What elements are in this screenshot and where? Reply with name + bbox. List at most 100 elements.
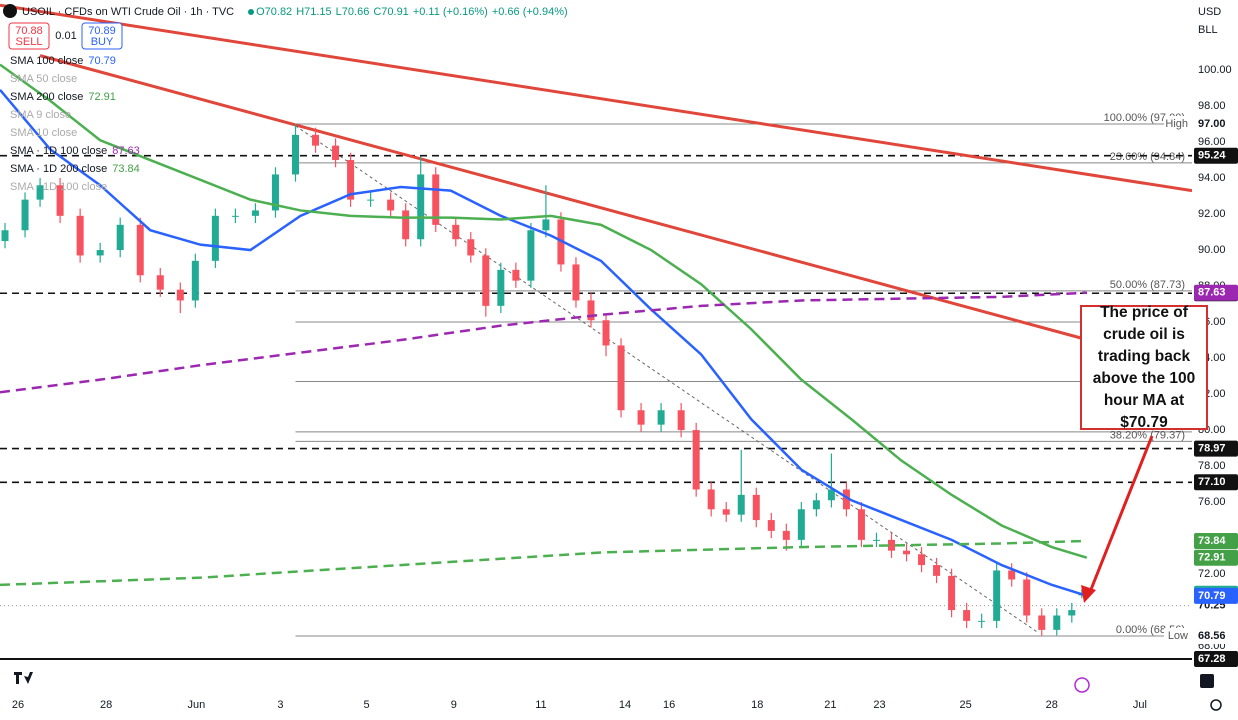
candle-body [978, 620, 986, 622]
candle-body [542, 219, 550, 231]
candle-body [842, 489, 850, 510]
legend-entry[interactable]: SMA 200 close 72.91 [10, 91, 116, 103]
legend-entry[interactable]: SMA · 1D 100 close [10, 181, 107, 193]
price-tag-label: 78.97 [1198, 443, 1226, 455]
legend-entry[interactable]: SMA · 1D 100 close 87.63 [10, 145, 140, 157]
candle-body [1023, 579, 1031, 616]
candle-body [1, 230, 9, 242]
market-dot [248, 9, 254, 15]
legend-name: SMA · 1D 200 close [10, 163, 107, 175]
candle-body [191, 260, 199, 301]
x-tick-label: 21 [824, 699, 836, 711]
candle-body [707, 489, 715, 510]
candle-body [637, 410, 645, 425]
candle-body [417, 174, 425, 240]
y-tick-label: 72.00 [1198, 568, 1226, 580]
price-tag-label: 68.56 [1198, 630, 1226, 642]
legend-entry[interactable]: SMA 9 close [10, 109, 71, 121]
trendline [0, 3, 1192, 193]
legend-name: SMA 50 close [10, 73, 77, 85]
sell-button[interactable] [8, 22, 50, 50]
candle-body [692, 430, 700, 490]
legend-name: SMA · 1D 100 close [10, 145, 107, 157]
candle-body [467, 239, 475, 256]
annotation-arrowhead [1081, 585, 1096, 603]
auto-scale-button[interactable] [1200, 674, 1214, 688]
moving-average [0, 539, 1087, 587]
buy-button[interactable] [81, 22, 123, 50]
candle-body [367, 199, 375, 201]
sell-price[interactable]: 70.88 [15, 25, 43, 37]
legend-name: SMA 200 close [10, 91, 83, 103]
candle-body [872, 539, 880, 541]
x-tick-label: 28 [100, 699, 112, 711]
candle-body [136, 224, 144, 276]
legend-entry[interactable]: SMA 100 close 70.79 [10, 55, 116, 67]
candle-body [251, 210, 259, 216]
candle-body [76, 215, 84, 256]
spread: 0.01 [55, 30, 76, 42]
price-tag [1194, 116, 1238, 133]
candle-body [587, 300, 595, 321]
fib-label: 23.60% (94.84) [1110, 151, 1185, 163]
legend-entry[interactable]: SMA 50 close [10, 73, 77, 85]
candle-body [512, 269, 520, 281]
settings-button[interactable] [1210, 699, 1222, 711]
candle-body [963, 610, 971, 621]
x-tick-label: 18 [751, 699, 763, 711]
x-tick-label: 16 [663, 699, 675, 711]
price-tag-label: 70.79 [1198, 590, 1226, 602]
price-tag-label: 87.63 [1198, 287, 1226, 299]
price-tag-label: 72.91 [1198, 552, 1226, 564]
quote-value: H71.15 [296, 6, 331, 18]
candle-body [211, 215, 219, 261]
buy-label[interactable]: BUY [91, 36, 114, 48]
candle-body [722, 509, 730, 515]
event-icon [1074, 677, 1090, 693]
y-tick-label: 92.00 [1198, 208, 1226, 220]
currency[interactable]: USD [1198, 6, 1221, 18]
candle-body [887, 539, 895, 551]
candle-body [677, 410, 685, 431]
price-tag [1194, 549, 1238, 566]
quote-value: L70.66 [336, 6, 370, 18]
buy-price[interactable]: 70.89 [88, 25, 116, 37]
candle-body [387, 199, 395, 211]
price-tag [1194, 284, 1238, 301]
candle-body [176, 289, 184, 301]
x-tick-label: 23 [873, 699, 885, 711]
moving-average [0, 89, 1088, 598]
y-tick-label: 94.00 [1198, 172, 1226, 184]
sell-label[interactable]: SELL [16, 36, 43, 48]
candle-body [527, 230, 535, 281]
legend-entry[interactable]: SMA 10 close [10, 127, 77, 139]
annotation: The price of crude oil is trading back a… [1080, 304, 1208, 431]
candle-body [497, 269, 505, 306]
candle-body [452, 224, 460, 240]
x-tick-label: 11 [535, 699, 546, 711]
x-tick-label: 14 [619, 699, 631, 711]
candle-body [271, 174, 279, 211]
candle-body [312, 134, 320, 146]
candle-body [116, 224, 124, 251]
fib-label: 50.00% (87.73) [1110, 279, 1185, 291]
legend-value: 72.91 [88, 91, 116, 103]
legend-value: 70.79 [88, 55, 116, 67]
legend-name: SMA 9 close [10, 109, 71, 121]
unit[interactable]: BLL [1198, 24, 1218, 36]
y-tick-label: 90.00 [1198, 244, 1226, 256]
x-tick-label: 25 [959, 699, 971, 711]
candle-body [752, 494, 760, 521]
x-tick-label: 3 [277, 699, 283, 711]
price-tag [1194, 440, 1238, 457]
fib-label: 38.20% (79.37) [1110, 429, 1185, 441]
y-tick-label: 100.00 [1198, 64, 1232, 76]
legend-entry[interactable]: SMA · 1D 200 close 73.84 [10, 163, 140, 175]
candle-body [812, 500, 820, 510]
candle-body [156, 275, 164, 290]
candle-body [767, 520, 775, 531]
quote-value: +0.11 (+0.16%) [413, 6, 488, 18]
moving-average [0, 63, 1088, 559]
